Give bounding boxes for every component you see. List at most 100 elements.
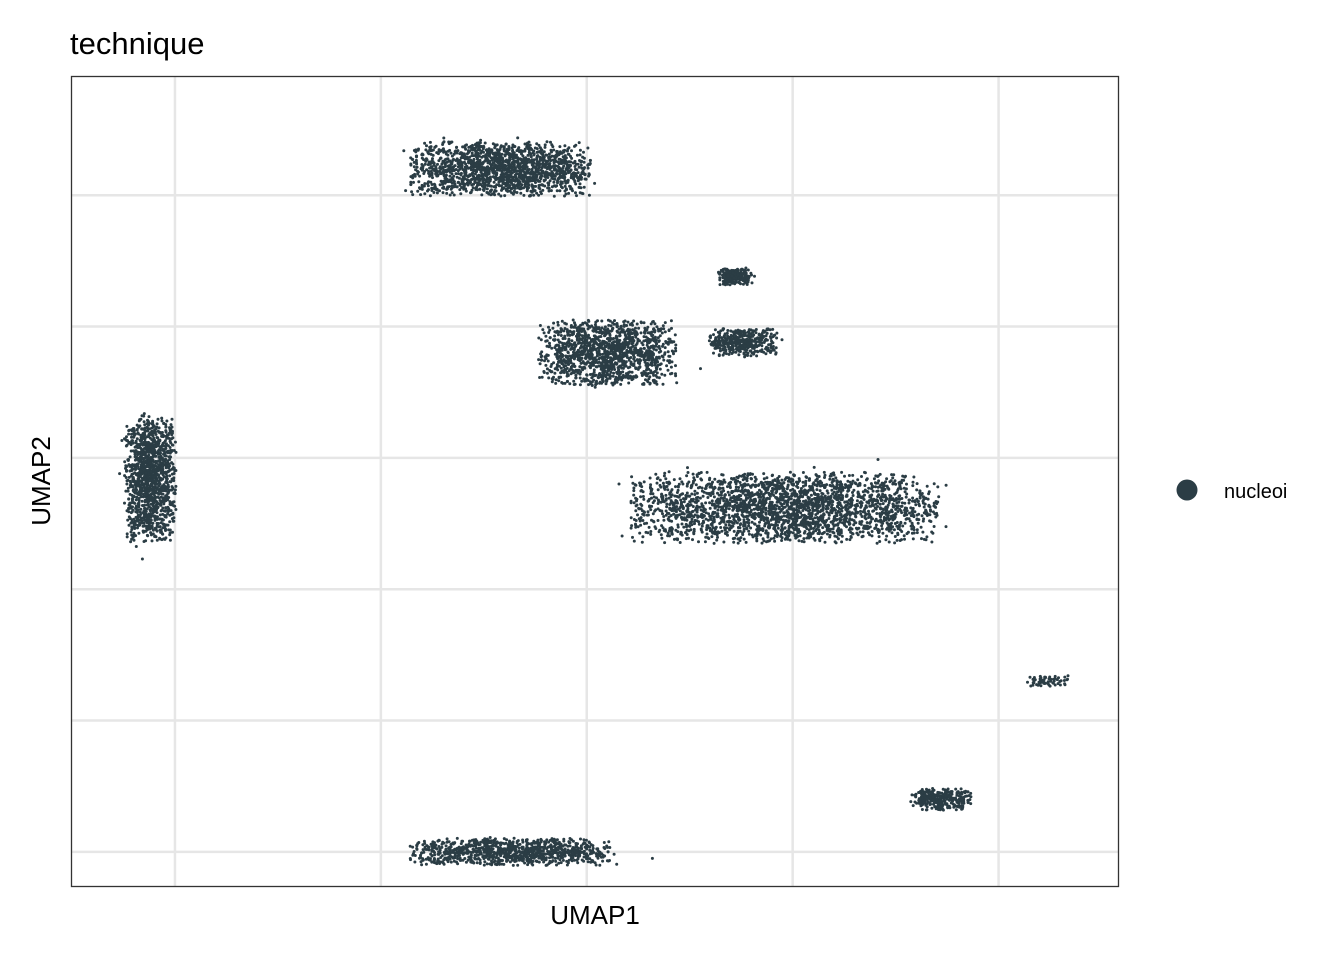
scatter-point [621,361,625,364]
scatter-point [141,504,144,507]
scatter-point [582,185,586,189]
scatter-point [592,370,596,374]
grid [72,77,1118,886]
scatter-point [164,457,168,461]
scatter-point [462,168,466,172]
scatter-point [550,171,554,175]
scatter-point [500,171,504,175]
scatter-point [553,159,556,163]
scatter-point [579,358,583,361]
scatter-point [527,140,531,144]
scatter-point [125,424,129,428]
scatter-point [135,444,139,448]
scatter-point [153,518,157,522]
scatter-point [427,152,431,156]
scatter-point [655,325,659,329]
scatter-point [552,321,556,325]
scatter-point [547,376,551,380]
scatter-point [158,445,162,449]
scatter-point [569,325,573,329]
scatter-point [718,283,722,287]
scatter-point [572,383,576,386]
scatter-point [591,357,595,361]
scatter-point [130,528,134,531]
scatter-point [666,350,670,354]
scatter-point [143,423,147,427]
scatter-point [465,174,469,178]
scatter-point [528,143,532,147]
scatter-point [467,145,471,149]
scatter-point [499,161,503,165]
scatter-point [168,458,172,461]
scatter-point [428,162,432,166]
scatter-point [575,153,579,157]
scatter-point [546,359,550,363]
scatter-point [755,349,759,353]
scatter-point [148,524,152,528]
scatter-point [500,177,504,181]
scatter-point [587,193,591,197]
scatter-point [127,515,131,519]
scatter-point [747,345,751,349]
scatter-point [171,519,175,523]
scatter-point [548,341,551,345]
scatter-point [588,373,592,376]
scatter-point [661,344,664,348]
scatter-point [125,435,128,439]
scatter-point [538,362,542,366]
scatter-point [751,330,755,334]
scatter-point [642,370,646,373]
scatter-point [411,158,415,161]
scatter-point [425,158,429,162]
scatter-point [131,441,135,445]
scatter-point [442,160,446,164]
scatter-point [652,327,656,331]
scatter-point [526,157,530,161]
scatter-point [171,487,175,491]
scatter-point [549,166,553,170]
scatter-point [162,509,166,513]
scatter-point [455,175,459,179]
scatter-point [708,335,712,339]
scatter-point [565,354,569,358]
scatter-point [627,335,631,339]
scatter-point [130,520,134,523]
scatter-point [460,178,464,181]
scatter-point [145,429,149,433]
scatter-point [127,432,131,436]
scatter-point [402,149,406,153]
scatter-point [145,425,149,429]
scatter-point [556,355,560,359]
scatter-point [663,352,667,356]
scatter-point [137,432,140,436]
scatter-point [711,343,715,347]
scatter-point [656,336,660,340]
scatter-point [460,151,464,155]
scatter-point [497,165,501,169]
scatter-point [452,184,456,188]
scatter-point [140,557,144,561]
scatter-point [655,382,659,386]
scatter-point [159,451,162,455]
scatter-point [488,184,492,188]
scatter-point [157,459,161,463]
scatter-point [558,145,562,149]
scatter-point [598,372,601,376]
scatter-point [550,370,554,374]
scatter-point [604,379,608,382]
scatter-point [734,337,738,341]
scatter-point [149,482,153,486]
scatter-point [659,362,663,366]
scatter-point [136,479,140,483]
scatter-point [152,465,156,469]
scatter-point [513,156,517,160]
scatter-point [142,457,146,461]
scatter-point [492,175,496,179]
scatter-point [461,181,465,185]
scatter-point [127,506,131,510]
scatter-point [770,341,774,345]
scatter-point [607,351,611,355]
scatter-point [639,320,643,324]
scatter-point [540,183,544,187]
scatter-point [540,354,544,358]
